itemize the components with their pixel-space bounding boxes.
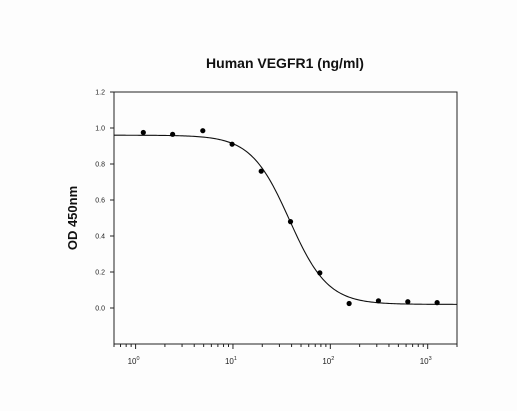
y-axis-label: OD 450nm: [65, 186, 80, 250]
y-tick-label: 0.0: [95, 306, 105, 313]
x-tick-exponent: 3: [429, 356, 432, 362]
data-point: [230, 142, 235, 147]
y-tick-label: 0.2: [95, 270, 105, 277]
data-point: [259, 169, 264, 174]
x-tick-exponent: 1: [234, 356, 237, 362]
y-tick-label: 0.8: [95, 162, 105, 169]
data-point: [376, 298, 381, 303]
chart-title: Human VEGFR1 (ng/ml): [206, 55, 364, 71]
y-tick-label: 0.4: [95, 234, 105, 241]
data-point: [141, 130, 146, 135]
data-point: [317, 270, 322, 275]
x-tick-exponent: 2: [331, 356, 334, 362]
y-tick-label: 1.2: [95, 90, 105, 97]
y-tick-label: 1.0: [95, 126, 105, 133]
x-axis: 100 101 102 103: [114, 344, 457, 366]
y-axis: 0.0 0.2 0.4 0.6 0.8 1.0 1.2: [95, 90, 114, 313]
data-point: [405, 299, 410, 304]
x-tick-exponent: 0: [137, 356, 140, 362]
x-tick-label: 103: [420, 356, 432, 366]
data-points-layer: [141, 128, 440, 306]
fit-curve-layer: [114, 135, 457, 304]
fit-curve-line: [114, 135, 457, 304]
plot-area-frame: [114, 92, 457, 344]
x-tick-label: 101: [225, 356, 237, 366]
data-point: [347, 301, 352, 306]
data-point: [200, 128, 205, 133]
y-tick-label: 0.6: [95, 198, 105, 205]
data-point: [435, 300, 440, 305]
x-tick-label: 102: [322, 356, 334, 366]
x-tick-label: 100: [128, 356, 140, 366]
data-point: [170, 132, 175, 137]
data-point: [288, 219, 293, 224]
